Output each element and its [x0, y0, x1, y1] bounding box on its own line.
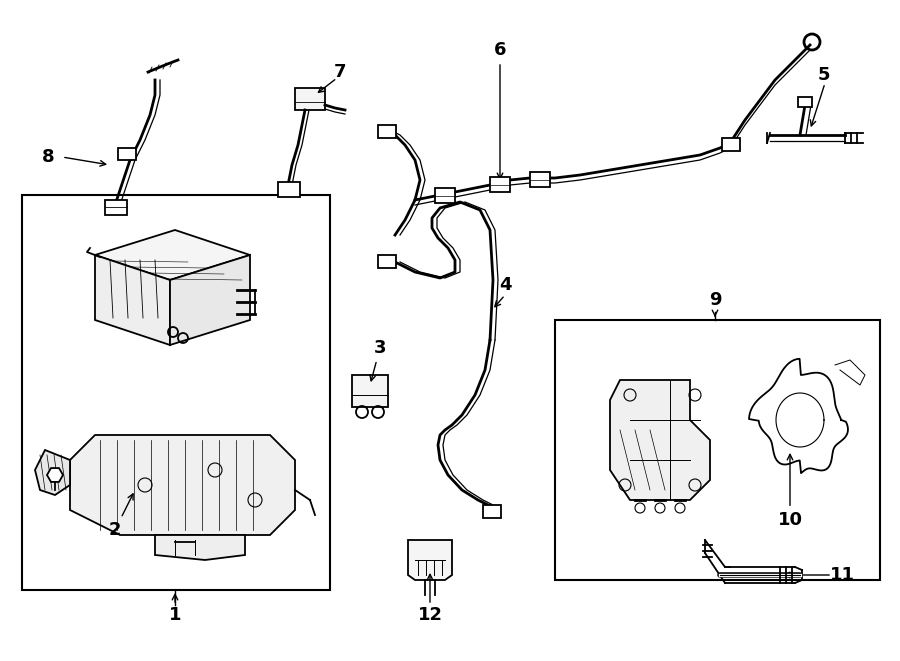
Bar	[378, 255, 396, 268]
Text: 6: 6	[494, 41, 506, 59]
Text: 4: 4	[499, 276, 511, 294]
Bar	[22, 195, 330, 590]
Bar	[378, 125, 396, 138]
Bar	[352, 375, 388, 407]
Bar	[105, 200, 127, 215]
Bar	[483, 505, 501, 518]
Polygon shape	[95, 255, 170, 345]
Bar	[722, 138, 740, 151]
Text: 10: 10	[778, 454, 803, 529]
Bar	[555, 320, 880, 580]
Bar	[278, 182, 300, 197]
Polygon shape	[170, 255, 250, 345]
Text: 8: 8	[41, 148, 54, 166]
Text: 1: 1	[169, 606, 181, 624]
Text: 12: 12	[418, 606, 443, 624]
Text: 2: 2	[109, 494, 133, 539]
Bar	[490, 177, 510, 192]
Bar	[295, 88, 325, 110]
Polygon shape	[610, 380, 710, 500]
Text: 9: 9	[709, 291, 721, 309]
Polygon shape	[155, 535, 245, 560]
Text: 11: 11	[830, 566, 855, 584]
Text: 5: 5	[818, 66, 831, 84]
Text: 7: 7	[334, 63, 346, 81]
Polygon shape	[408, 540, 452, 580]
Bar	[118, 148, 136, 160]
Polygon shape	[35, 450, 70, 495]
Bar	[530, 172, 550, 187]
Polygon shape	[70, 435, 295, 535]
Bar	[435, 188, 455, 203]
Text: 3: 3	[370, 339, 386, 381]
Bar	[798, 97, 812, 107]
Polygon shape	[95, 230, 250, 280]
Polygon shape	[47, 468, 63, 482]
